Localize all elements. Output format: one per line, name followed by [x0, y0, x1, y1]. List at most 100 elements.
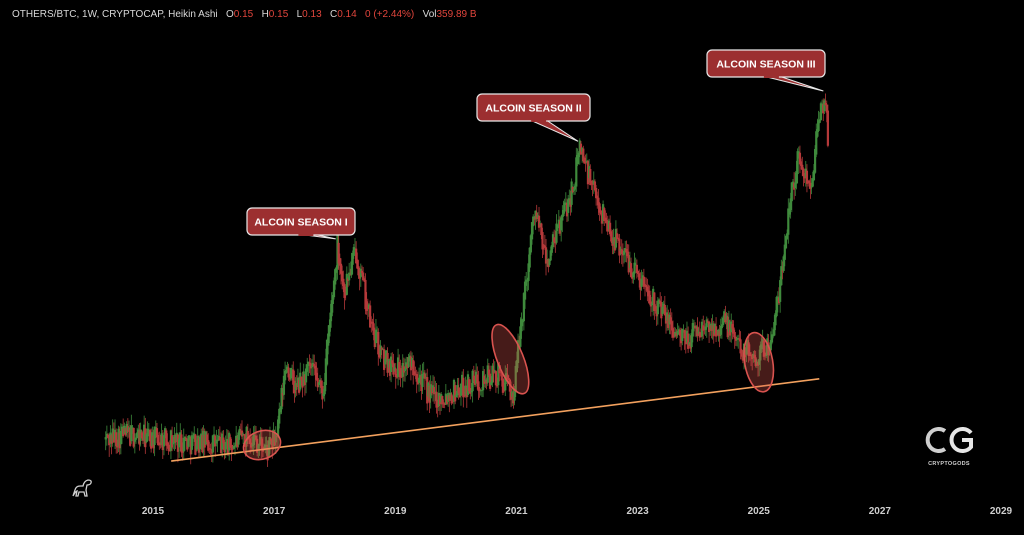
candle-body — [203, 434, 206, 448]
candle-body — [572, 189, 576, 191]
candle-body — [698, 332, 701, 338]
candle-body — [610, 231, 613, 242]
candle-body — [570, 181, 573, 205]
highlight-ellipse — [491, 323, 530, 395]
candle-body — [321, 385, 324, 400]
candle-body — [606, 222, 609, 232]
candle-body — [250, 442, 253, 448]
candle-body — [412, 360, 415, 376]
candle-body — [473, 378, 477, 385]
candle-body — [760, 344, 763, 350]
candle-body — [331, 294, 334, 305]
highlight-ellipse — [242, 429, 282, 461]
candle-body — [395, 374, 399, 378]
candle-body — [608, 222, 612, 235]
candle-body — [767, 342, 770, 356]
candle-body — [434, 391, 437, 393]
candle-body — [310, 366, 313, 368]
candle-body — [118, 432, 121, 449]
candle-body — [325, 339, 329, 365]
candle-body — [180, 434, 183, 453]
candle-body — [215, 440, 218, 444]
candle-body — [763, 352, 767, 357]
candle-body — [639, 278, 642, 290]
candle-body — [252, 434, 255, 445]
candle-body — [166, 441, 169, 446]
candle-body — [514, 365, 517, 393]
x-tick-label: 2025 — [748, 506, 771, 517]
candle-body — [584, 162, 587, 163]
candle-body — [365, 301, 368, 311]
candle-body — [421, 374, 424, 388]
candle-body — [470, 390, 473, 393]
candle-body — [414, 373, 417, 375]
candle-body — [724, 313, 727, 323]
candle-body — [408, 355, 411, 360]
candle-body — [223, 441, 226, 453]
candle-body — [187, 435, 190, 447]
candle-body — [662, 303, 665, 309]
candle-body — [779, 280, 782, 302]
candle-body — [537, 215, 541, 228]
candle-body — [477, 381, 480, 391]
candle-body — [154, 427, 157, 432]
candle-body — [486, 365, 489, 383]
candle-body — [168, 449, 171, 452]
candle-body — [160, 433, 163, 445]
candle-body — [525, 279, 528, 286]
candle-body — [116, 442, 119, 448]
volume-label: Vol — [422, 9, 437, 20]
candle-body — [643, 284, 647, 286]
candle-body — [727, 319, 730, 332]
candle-body — [307, 361, 310, 367]
candle-body — [675, 333, 678, 336]
candle-body — [117, 428, 120, 447]
candle-body — [161, 436, 164, 451]
candle-body — [181, 447, 184, 453]
candle-body — [210, 449, 213, 454]
candle-body — [314, 365, 317, 376]
dinosaur-icon — [70, 478, 94, 503]
candle-body — [409, 356, 412, 371]
candle-body — [803, 174, 806, 179]
candle-body — [119, 430, 122, 445]
candle-body — [604, 217, 607, 221]
candle-body — [563, 202, 566, 212]
candle-body — [293, 380, 296, 394]
candle-body — [228, 433, 231, 451]
candle-body — [776, 296, 779, 302]
candle-body — [452, 379, 456, 402]
candle-body — [198, 436, 202, 449]
candle-body — [183, 436, 187, 442]
candle-body — [603, 208, 606, 221]
candle-body — [674, 331, 677, 337]
candle-body — [667, 314, 670, 328]
symbol-info: OTHERS/BTC, 1W, CRYPTOCAP, Heikin Ashi — [12, 9, 218, 20]
candle-body — [175, 432, 178, 441]
candle-body — [813, 149, 817, 173]
candle-body — [597, 197, 600, 206]
candle-body — [447, 393, 450, 402]
candle-body — [461, 374, 464, 387]
candle-body — [311, 362, 315, 367]
candle-body — [268, 437, 272, 445]
candle-body — [394, 368, 397, 378]
candle-body — [274, 434, 277, 443]
candle-body — [386, 352, 389, 373]
callout-joint — [298, 233, 314, 236]
candle-body — [687, 333, 690, 349]
candle-body — [230, 444, 233, 451]
candle-body — [746, 340, 749, 350]
candle-body — [642, 276, 645, 287]
candle-body — [371, 321, 374, 324]
candle-body — [636, 270, 640, 275]
candle-body — [683, 330, 686, 339]
candle-body — [744, 347, 747, 358]
candle-body — [596, 195, 599, 199]
candle-body — [201, 435, 204, 453]
candle-body — [655, 308, 658, 317]
candle-body — [797, 151, 800, 157]
candle-body — [599, 210, 602, 215]
candle-body — [529, 235, 532, 253]
